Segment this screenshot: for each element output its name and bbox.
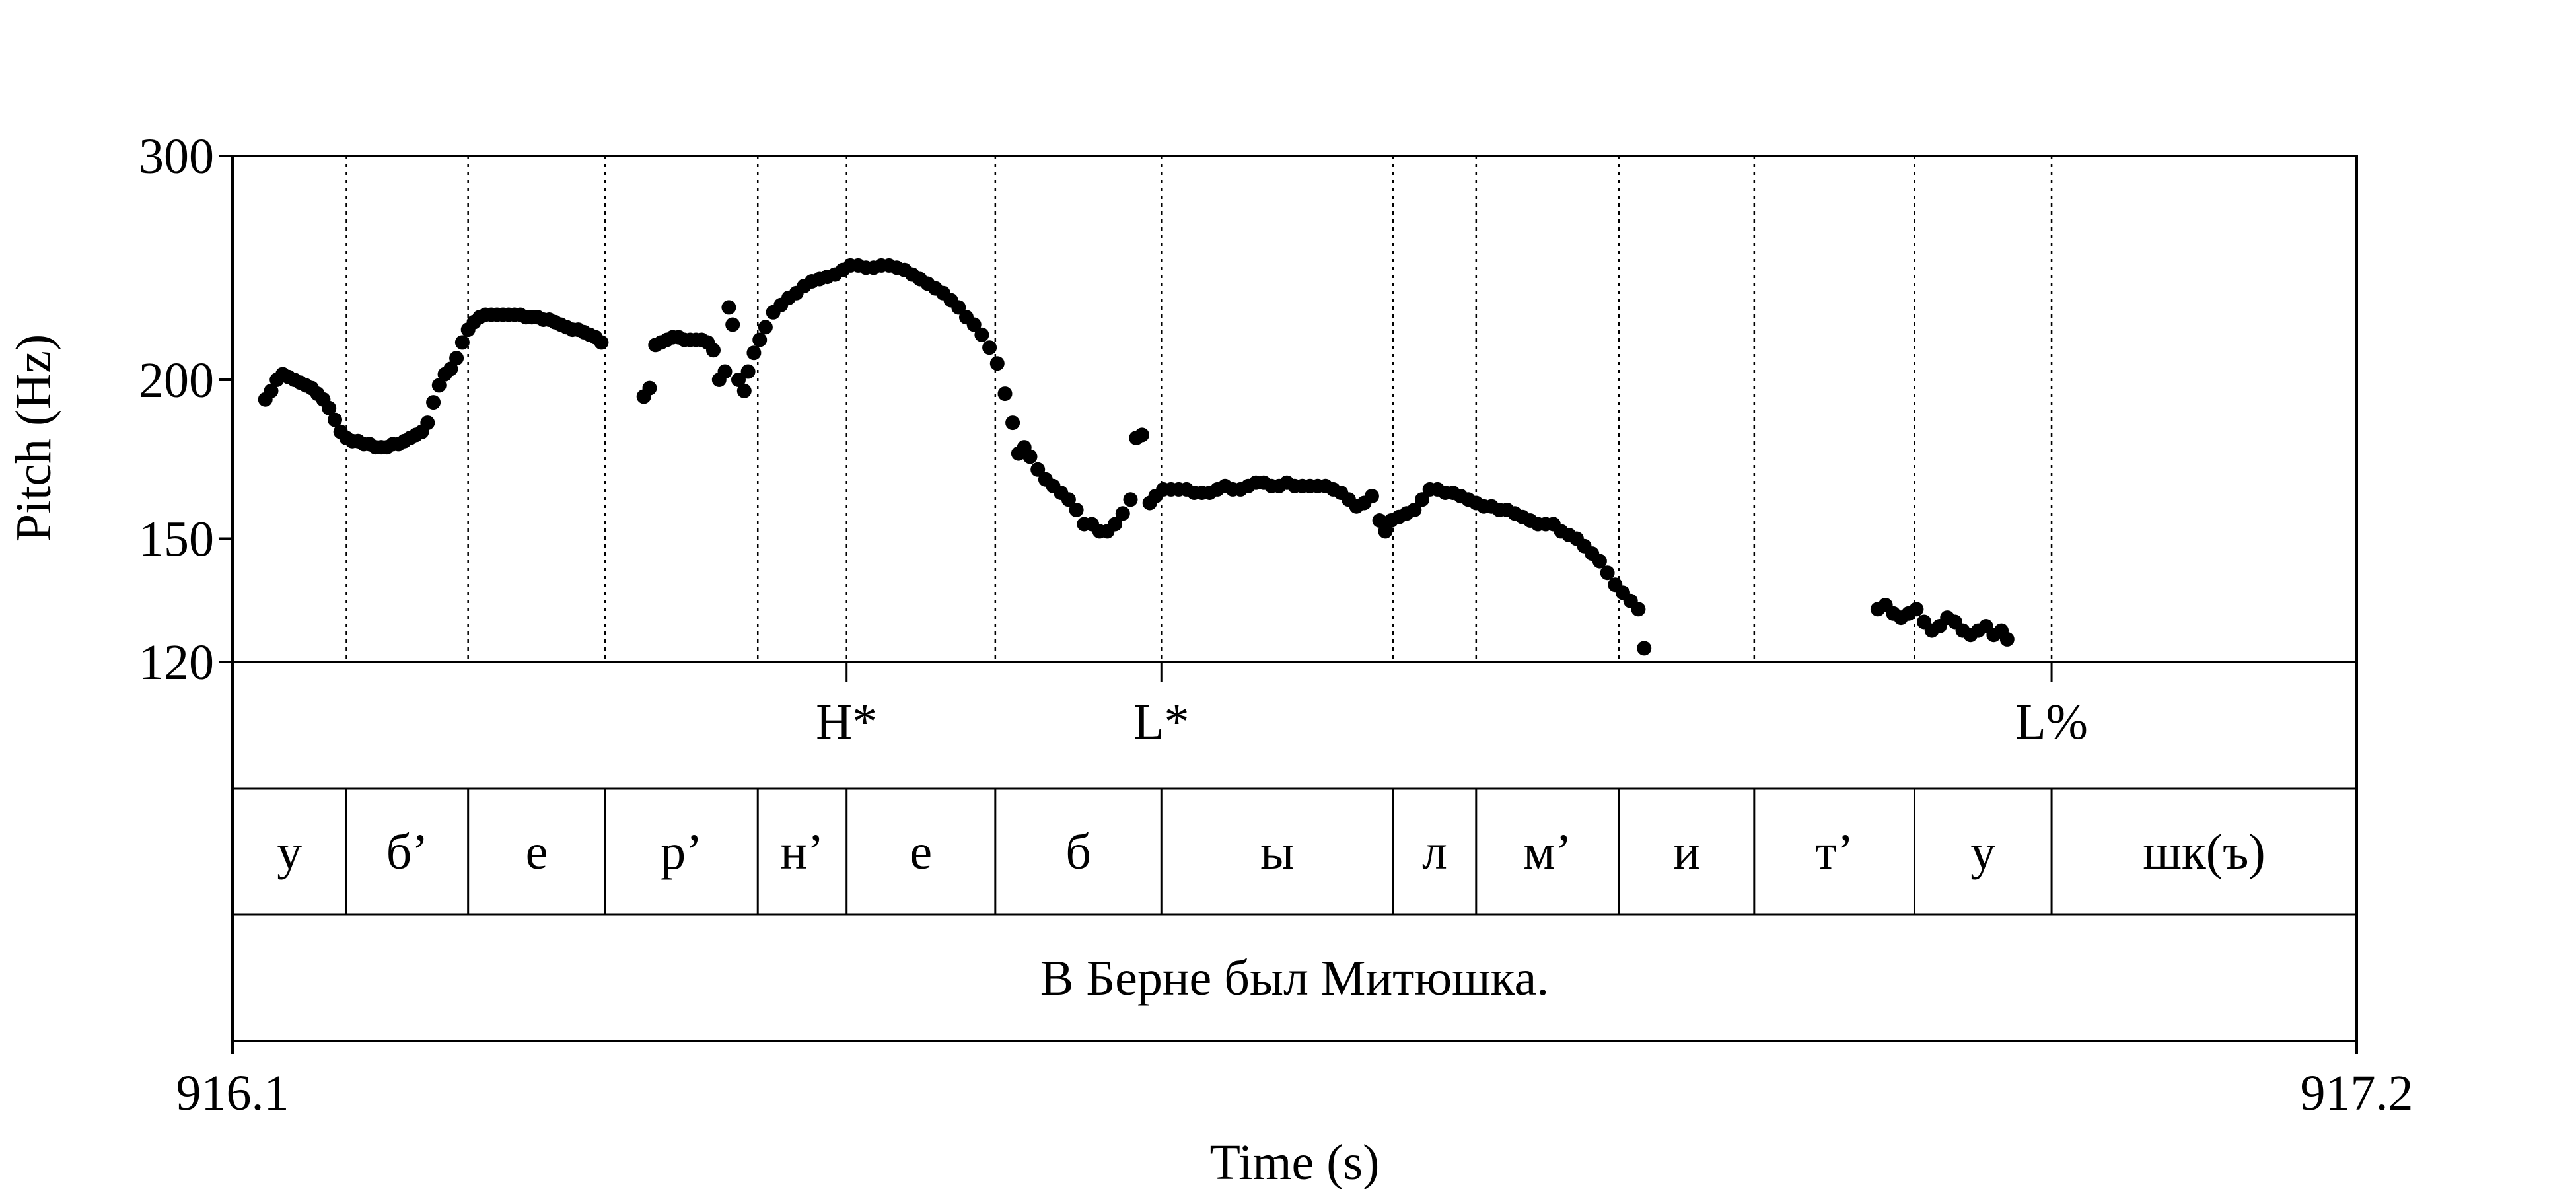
pitch-point <box>1999 631 2015 647</box>
pitch-point <box>1022 449 1038 464</box>
tone-label: L* <box>1133 694 1189 750</box>
pitch-point <box>431 378 447 393</box>
pitch-point <box>951 300 966 315</box>
pitch-point <box>725 317 740 332</box>
segment-label: и <box>1673 824 1700 880</box>
pitch-point <box>1115 506 1130 521</box>
pitch-point <box>642 380 657 396</box>
axes: Pitch (Hz) Time (s) 120 150 200 300 916.1 917… <box>6 129 2414 1189</box>
tone-tier: H* L* L% <box>816 662 2088 750</box>
tone-label: L% <box>2015 694 2088 750</box>
pitch-point <box>1069 503 1084 517</box>
pitch-point <box>420 415 435 431</box>
y-tick-label: 300 <box>139 129 214 184</box>
pitch-point <box>1637 641 1652 656</box>
sentence-tier: В Берне был Митюшка. <box>1040 951 1549 1006</box>
x-tick-label: 917.2 <box>2301 1065 2414 1121</box>
x-tick-label: 916.1 <box>176 1065 289 1121</box>
pitch-point <box>1592 554 1607 569</box>
pitch-point <box>1378 524 1393 539</box>
pitch-point <box>1005 415 1020 431</box>
pitch-point <box>1407 503 1422 517</box>
pitch-point <box>966 317 982 332</box>
pitch-point <box>443 361 458 377</box>
plot-border <box>231 155 2358 1042</box>
pitch-point <box>322 400 337 415</box>
pitch-point <box>736 383 752 398</box>
pitch-point <box>449 351 464 366</box>
pitch-point <box>740 364 756 379</box>
pitch-point <box>997 386 1013 402</box>
segment-label: е <box>526 824 548 880</box>
segment-boundary-grid <box>345 156 2053 662</box>
y-tick-label: 150 <box>139 511 214 567</box>
pitch-point <box>706 343 721 358</box>
pitch-point <box>746 345 762 361</box>
pitch-point <box>454 335 470 350</box>
segment-label: т’ <box>1815 824 1854 880</box>
y-tick-label: 120 <box>139 635 214 690</box>
pitch-point <box>1061 492 1076 507</box>
pitch-point <box>594 335 609 350</box>
segment-label: шк(ъ) <box>2143 824 2265 880</box>
pitch-point <box>721 300 736 315</box>
pitch-point <box>758 320 773 335</box>
pitch-point <box>1600 565 1615 581</box>
segment-label: ы <box>1260 824 1294 880</box>
segment-label: м’ <box>1523 824 1571 880</box>
pitch-point <box>1030 462 1046 477</box>
segment-label: б <box>1065 824 1091 880</box>
segment-label: е <box>910 824 932 880</box>
segment-label: у <box>277 824 302 880</box>
pitch-point <box>752 332 768 347</box>
segment-tier: у б’ е р’ н’ е б ы л м’ и т’ у шк(ъ) <box>277 789 2266 914</box>
pitch-point <box>982 340 997 355</box>
pitch-point <box>1135 427 1149 443</box>
pitch-point <box>1364 489 1379 504</box>
pitch-point <box>1631 602 1646 617</box>
pitch-point <box>264 383 279 398</box>
pitch-point <box>717 364 733 379</box>
tone-label: H* <box>816 694 877 750</box>
pitch-point <box>1415 492 1429 507</box>
pitch-point <box>989 356 1005 371</box>
segment-label: б’ <box>386 824 429 880</box>
pitch-point <box>974 327 989 342</box>
sentence-label: В Берне был Митюшка. <box>1040 951 1549 1006</box>
pitch-point <box>1108 517 1123 532</box>
pitch-point <box>1123 492 1138 507</box>
x-axis-label: Time (s) <box>1210 1135 1380 1189</box>
segment-label: у <box>1970 824 1995 880</box>
chart-frame <box>231 155 2358 1042</box>
segment-label: н’ <box>780 824 824 880</box>
segment-label: р’ <box>661 824 702 880</box>
y-axis-label: Pitch (Hz) <box>6 334 61 542</box>
pitch-points <box>258 258 2015 656</box>
pitch-point <box>1909 602 1924 617</box>
pitch-point <box>426 395 441 410</box>
pitch-point <box>731 373 746 387</box>
y-tick-label: 200 <box>139 353 214 408</box>
segment-label: л <box>1422 824 1447 880</box>
pitch-point <box>1372 513 1387 528</box>
pitch-point <box>328 412 342 427</box>
